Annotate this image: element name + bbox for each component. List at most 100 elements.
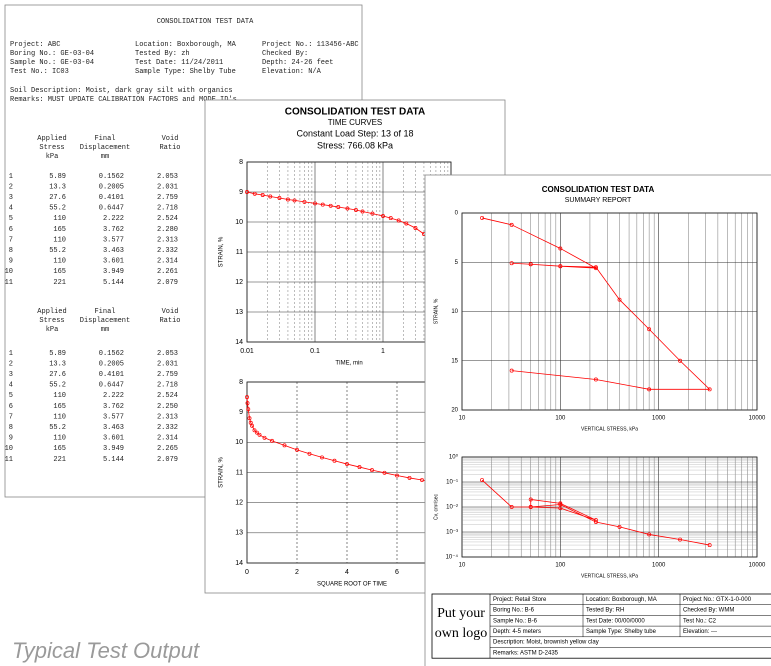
table-cell: 2.718 xyxy=(157,382,178,390)
info-field: Project: ABC xyxy=(10,41,60,49)
y-tick-label: 20 xyxy=(451,408,458,414)
footer-cell: Sample Type: Shelby tube xyxy=(586,629,657,635)
chart: 8 9 10 11 12 13 14 0.01 0.1 1 TIME, min STRAIN, % xyxy=(219,159,452,367)
info-field: Elevation: N/A xyxy=(262,68,322,76)
sheet-title: CONSOLIDATION TEST DATA xyxy=(285,107,426,118)
table-cell: 2.332 xyxy=(157,424,178,432)
data-point xyxy=(247,416,252,421)
data-point xyxy=(370,468,374,473)
footer-cell: Project: Retail Store xyxy=(493,597,547,603)
table-cell: 27.6 xyxy=(49,371,66,379)
data-point xyxy=(420,478,424,482)
info-field: Test No.: IC03 xyxy=(10,68,69,76)
y-tick-label: 12 xyxy=(235,279,243,286)
footer-cell: Remarks: ASTM D-2435 xyxy=(493,650,559,656)
data-point xyxy=(252,191,257,196)
table-cell: 3 xyxy=(9,194,13,202)
y-tick-label: 13 xyxy=(235,530,243,537)
data-point xyxy=(480,478,485,482)
table-cell: 13.3 xyxy=(49,183,66,191)
table-cell: 110 xyxy=(53,236,66,244)
data-point xyxy=(382,470,387,475)
series-line xyxy=(481,217,711,390)
y-tick-label: 10 xyxy=(451,309,458,315)
data-point xyxy=(404,221,409,226)
x-axis-label: SQUARE ROOT OF TIME xyxy=(317,582,387,588)
table-cell: 221 xyxy=(53,279,66,287)
data-point xyxy=(707,387,712,392)
y-tick-label: 14 xyxy=(235,339,243,346)
table-cell: 0.2005 xyxy=(99,360,124,368)
table-header: Applied xyxy=(37,308,66,316)
sheet-subtitle: SUMMARY REPORT xyxy=(565,197,632,204)
table-cell: 110 xyxy=(53,258,66,266)
data-point xyxy=(262,435,267,440)
table-cell: 2.718 xyxy=(157,205,178,213)
data-point xyxy=(328,203,333,208)
data-point xyxy=(396,218,401,223)
table-header: Displacement xyxy=(80,144,130,152)
table-header: Void xyxy=(162,135,179,143)
y-tick-label: 15 xyxy=(451,358,458,364)
x-axis-label: VERTICAL STRESS, kPa xyxy=(581,573,638,579)
table-cell: 165 xyxy=(53,268,66,276)
table-cell: 7 xyxy=(9,236,13,244)
table-cell: 3.463 xyxy=(103,424,124,432)
x-tick-label: 10 xyxy=(459,416,466,422)
table-cell: 165 xyxy=(53,445,66,453)
data-point xyxy=(528,505,533,509)
footer-cell: Sample No.: B-6 xyxy=(493,618,538,624)
table-header: Displacement xyxy=(80,317,130,325)
data-point xyxy=(593,520,598,525)
data-point xyxy=(357,465,362,470)
data-point xyxy=(558,501,563,506)
logo-placeholder: Put your xyxy=(437,606,485,621)
load-step: Constant Load Step: 13 of 18 xyxy=(296,128,413,138)
data-point xyxy=(257,432,262,437)
data-point xyxy=(285,197,290,202)
table-cell: 2.313 xyxy=(157,413,178,421)
y-tick-label: 10 xyxy=(235,439,243,446)
data-point xyxy=(370,211,375,216)
table-header: mm xyxy=(101,326,109,334)
data-point xyxy=(558,246,563,251)
data-point xyxy=(678,358,683,363)
table-cell: 5.89 xyxy=(49,173,66,181)
table-cell: 0.6447 xyxy=(99,382,124,390)
data-point xyxy=(593,377,598,382)
sheet-subtitle: TIME CURVES xyxy=(328,118,383,127)
data-point xyxy=(395,473,399,478)
table-cell: 2.759 xyxy=(157,371,178,379)
data-point xyxy=(593,265,598,270)
x-tick-label: 0 xyxy=(245,569,249,576)
table-cell: 27.6 xyxy=(49,194,66,202)
table-cell: 1 xyxy=(9,173,13,181)
data-point xyxy=(246,407,251,412)
data-point xyxy=(647,387,652,392)
footer-cell: Elevation: --- xyxy=(683,629,717,635)
data-point xyxy=(336,205,341,209)
data-point xyxy=(480,215,485,220)
data-point xyxy=(647,327,652,332)
table-cell: 110 xyxy=(53,392,66,400)
data-point xyxy=(593,518,598,523)
info-field: Project No.: 113456-ABC xyxy=(262,41,359,49)
table-cell: 13.3 xyxy=(49,360,66,368)
y-tick-label: 8 xyxy=(239,159,243,166)
table-cell: 3.949 xyxy=(103,268,124,276)
footer-cell: Description: Moist, brownish yellow clay xyxy=(493,640,599,646)
table-cell: 165 xyxy=(53,403,66,411)
sheet-title: CONSOLIDATION TEST DATA xyxy=(542,185,655,194)
footer-cell: Test Date: 00/00/0000 xyxy=(586,618,645,624)
table-cell: 7 xyxy=(9,413,13,421)
y-axis-label: STRAIN, % xyxy=(433,298,439,324)
data-point xyxy=(245,395,249,400)
footer-cell: Location: Boxborough, MA xyxy=(586,597,657,603)
x-tick-label: 10 xyxy=(459,563,466,569)
table-cell: 6 xyxy=(9,403,13,411)
table-cell: 110 xyxy=(53,435,66,443)
table-header: kPa xyxy=(46,153,59,161)
y-tick-label: 0 xyxy=(455,211,459,217)
table-cell: 6 xyxy=(9,226,13,234)
y-tick-label: 10⁻³ xyxy=(446,530,458,536)
